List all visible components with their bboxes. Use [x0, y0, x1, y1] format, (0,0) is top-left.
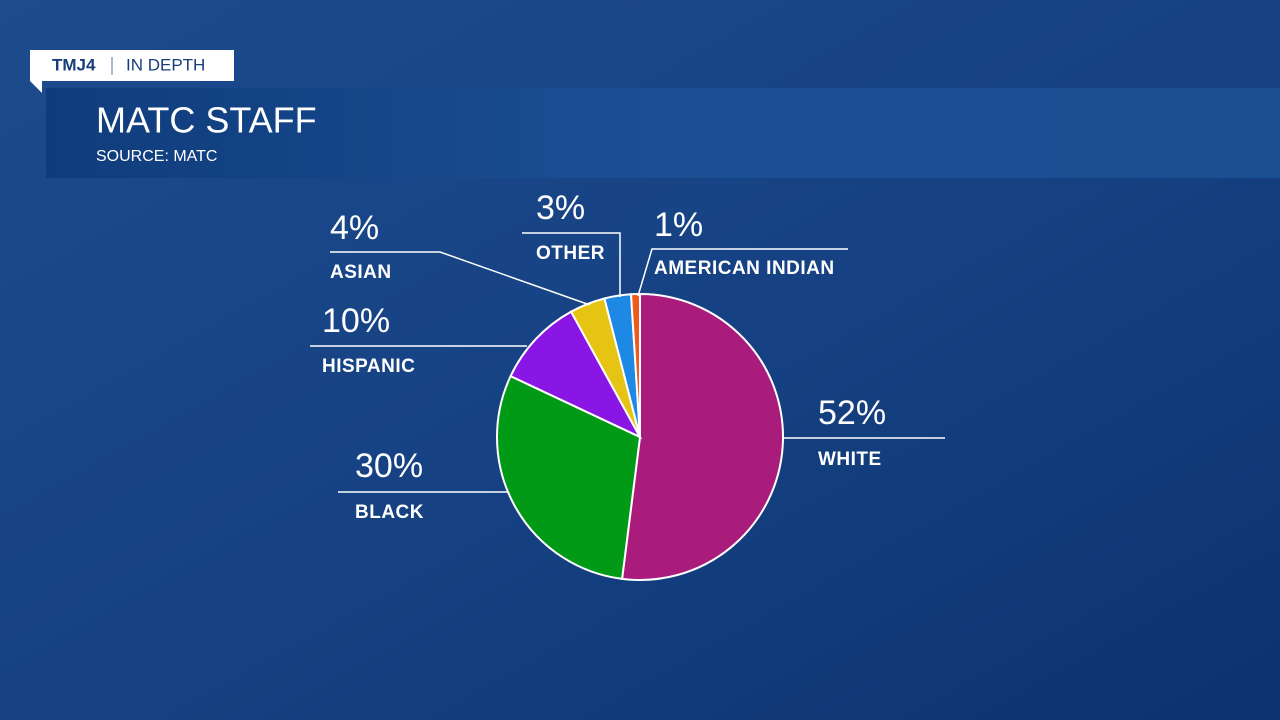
category-label: AMERICAN INDIAN [654, 258, 835, 279]
section: IN DEPTH [126, 55, 205, 74]
brand: TMJ4 [52, 55, 96, 74]
leader-line [637, 248, 848, 297]
category-label: BLACK [355, 502, 424, 523]
pie-chart: 52% WHITE 30% BLACK 10% HISPANIC 4% ASIAN 3% OTHE… [310, 189, 945, 581]
value-label: 30% [355, 447, 423, 485]
category-label: WHITE [818, 449, 882, 470]
value-label: 1% [654, 206, 703, 244]
chart-title: MATC STAFF [96, 100, 317, 141]
category-label: ASIAN [330, 262, 392, 283]
category-label: OTHER [536, 243, 605, 264]
tag-corner [30, 81, 42, 93]
pie-slice [620, 292, 784, 581]
pie-slice [629, 292, 641, 438]
leader-line [330, 251, 591, 306]
tag-box [30, 50, 234, 81]
category-label: HISPANIC [322, 356, 415, 377]
value-label: 52% [818, 394, 886, 432]
value-label: 10% [322, 302, 390, 340]
value-label: 4% [330, 209, 379, 247]
title-band [46, 88, 1280, 178]
chart-subtitle: SOURCE: MATC [96, 148, 217, 165]
pie-slice [509, 310, 643, 440]
leader-line [522, 232, 621, 297]
pie-slice [496, 374, 642, 580]
value-label: 3% [536, 189, 585, 227]
